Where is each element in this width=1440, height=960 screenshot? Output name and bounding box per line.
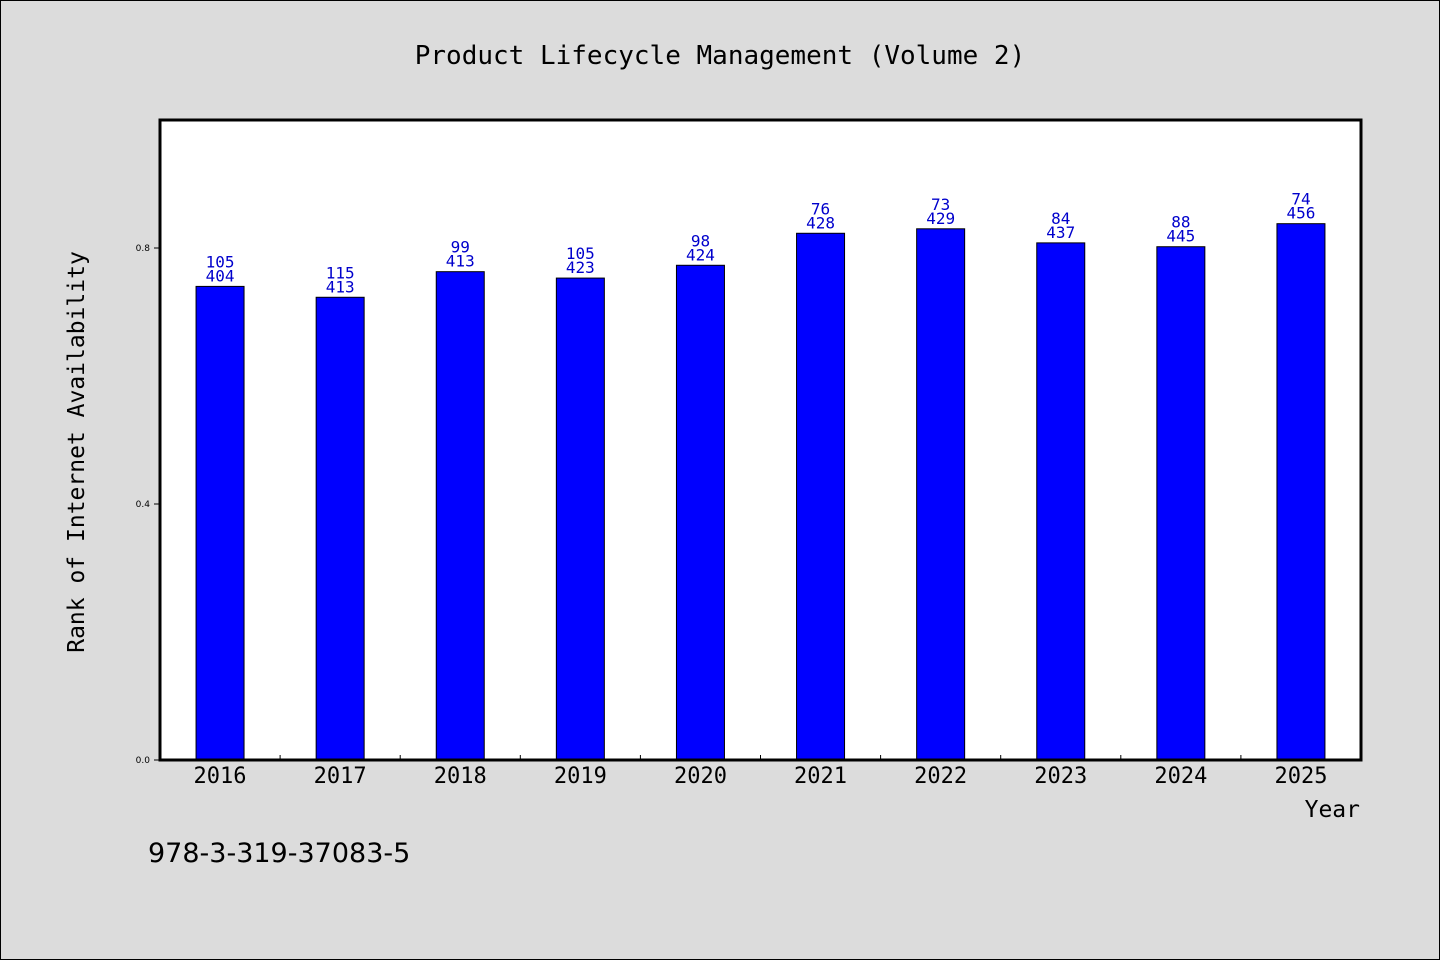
bar-2023 (1036, 242, 1086, 761)
bar-2024 (1156, 246, 1206, 761)
bars-group (195, 223, 1326, 761)
bar-label-bottom-2023: 437 (1046, 223, 1075, 242)
bar-2025 (1276, 223, 1326, 761)
y-axis-ticks: 0.0 0.4 0.8 (136, 244, 160, 766)
bar-label-bottom-2024: 445 (1166, 227, 1195, 246)
x-axis-label: Year (1305, 797, 1360, 823)
bar-label-top-2023: 84 (1051, 209, 1070, 228)
x-tick-label-2023: 2023 (1034, 764, 1087, 789)
x-tick-label-2016: 2016 (194, 764, 247, 789)
bar-label-bottom-2020: 424 (686, 245, 715, 264)
bar-label-bottom-2021: 428 (806, 213, 835, 232)
y-tick-label-0.8: 0.8 (136, 244, 151, 254)
x-tick-label-2019: 2019 (554, 764, 607, 789)
x-tick-label-2017: 2017 (314, 764, 367, 789)
bar-label-top-2020: 98 (691, 231, 710, 250)
bar-label-top-2019: 105 (566, 244, 595, 263)
x-tick-label-2022: 2022 (914, 764, 967, 789)
bar-label-bottom-2016: 404 (206, 266, 235, 285)
bar-2019 (555, 277, 605, 761)
bar-label-bottom-2018: 413 (446, 252, 475, 271)
bar-label-bottom-2025: 456 (1286, 204, 1315, 223)
x-tick-label-2021: 2021 (794, 764, 847, 789)
bar-label-top-2024: 88 (1171, 213, 1190, 232)
bar-label-bottom-2022: 429 (926, 209, 955, 228)
y-tick-label-0.4: 0.4 (136, 500, 151, 510)
x-tick-label-2020: 2020 (674, 764, 727, 789)
bar-label-top-2017: 115 (326, 263, 355, 282)
y-tick-label-0.0: 0.0 (136, 756, 151, 766)
x-tick-label-2025: 2025 (1274, 764, 1327, 789)
chart-title: Product Lifecycle Management (Volume 2) (415, 41, 1025, 71)
isbn-text: 978-3-319-37083-5 (148, 838, 410, 869)
x-axis-ticks: 2016 2017 2018 2019 2020 2021 2022 2023 2024 2025 (194, 755, 1327, 789)
bar-label-top-2025: 74 (1291, 190, 1310, 209)
bar-label-top-2016: 105 (206, 252, 235, 271)
bar-2020 (675, 264, 725, 761)
bar-label-top-2022: 73 (931, 195, 950, 214)
bar-label-top-2018: 99 (451, 238, 470, 257)
bar-2017 (315, 296, 365, 761)
bar-label-bottom-2017: 413 (326, 277, 355, 296)
bar-label-bottom-2019: 423 (566, 258, 595, 277)
bar-label-top-2021: 76 (811, 199, 830, 218)
bar-2021 (796, 232, 846, 761)
x-tick-label-2024: 2024 (1154, 764, 1207, 789)
bar-2022 (916, 228, 966, 761)
bar-2016 (195, 285, 245, 761)
x-tick-label-2018: 2018 (434, 764, 487, 789)
bar-2018 (435, 271, 485, 761)
y-axis-label: Rank of Internet Availability (64, 251, 90, 653)
